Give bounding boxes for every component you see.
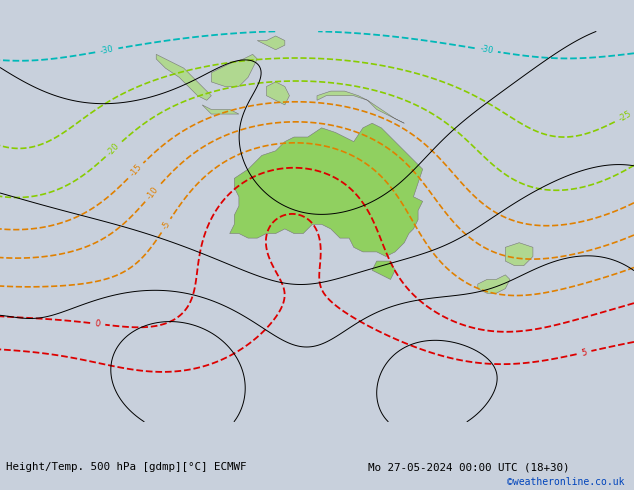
Text: -5: -5 (160, 220, 172, 231)
Polygon shape (230, 123, 423, 256)
Text: Height/Temp. 500 hPa [gdmp][°C] ECMWF: Height/Temp. 500 hPa [gdmp][°C] ECMWF (6, 463, 247, 472)
Text: -30: -30 (100, 45, 114, 56)
Polygon shape (317, 91, 404, 123)
Text: -25: -25 (617, 109, 633, 124)
Text: ©weatheronline.co.uk: ©weatheronline.co.uk (507, 477, 624, 487)
Polygon shape (202, 105, 239, 114)
Polygon shape (505, 243, 533, 266)
Text: Mo 27-05-2024 00:00 UTC (18+30): Mo 27-05-2024 00:00 UTC (18+30) (368, 463, 569, 472)
Polygon shape (257, 36, 285, 50)
Polygon shape (266, 82, 290, 105)
Text: -15: -15 (128, 163, 143, 179)
Polygon shape (211, 54, 257, 87)
Text: -10: -10 (145, 186, 160, 202)
Polygon shape (156, 54, 211, 100)
Text: 5: 5 (580, 347, 588, 358)
Text: 0: 0 (94, 319, 101, 329)
Text: -30: -30 (479, 45, 494, 56)
Text: -20: -20 (106, 141, 122, 157)
Polygon shape (372, 261, 395, 279)
Polygon shape (478, 275, 510, 293)
